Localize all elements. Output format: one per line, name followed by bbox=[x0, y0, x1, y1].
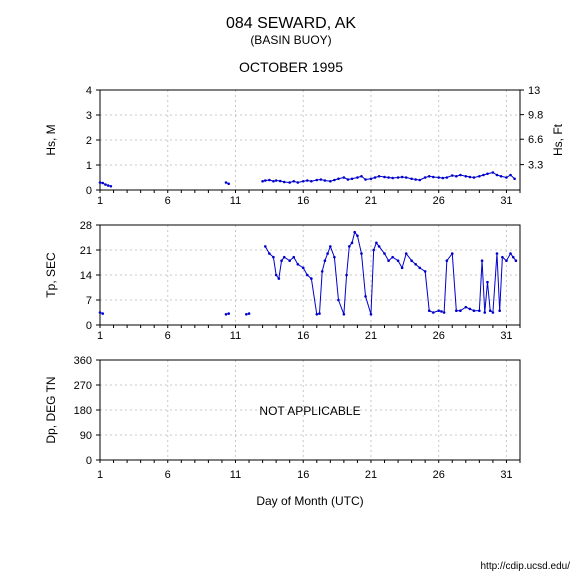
month-title: OCTOBER 1995 bbox=[239, 59, 343, 75]
chart-hs: 01234Hs, M3.36.69.813Hs, Ft161116212631 bbox=[44, 85, 565, 207]
ytick-label: 0 bbox=[86, 320, 92, 332]
ytick-label: 90 bbox=[80, 430, 92, 442]
chart-annotation: NOT APPLICABLE bbox=[259, 404, 360, 418]
ytick-right-label: 13 bbox=[528, 85, 540, 97]
ylabel-left: Hs, M bbox=[44, 124, 58, 155]
ylabel-left: Dp, DEG TN bbox=[44, 376, 58, 443]
footer-url: http://cdip.ucsd.edu/ bbox=[480, 561, 570, 572]
xaxis-label: Day of Month (UTC) bbox=[256, 494, 363, 508]
xtick-label: 1 bbox=[97, 469, 103, 481]
ytick-right-label: 6.6 bbox=[528, 134, 543, 146]
xtick-label: 21 bbox=[365, 330, 377, 342]
ytick-label: 4 bbox=[86, 85, 92, 97]
ytick-label: 28 bbox=[80, 220, 92, 232]
oceanographic-chart-panel: 084 SEWARD, AK(BASIN BUOY)OCTOBER 199501… bbox=[0, 0, 582, 581]
ylabel-left: Tp, SEC bbox=[44, 252, 58, 298]
ytick-label: 180 bbox=[74, 405, 92, 417]
xtick-label: 6 bbox=[165, 195, 171, 207]
data-point bbox=[513, 177, 516, 180]
chart-dp: 090180270360Dp, DEG TN161116212631Day of… bbox=[44, 355, 520, 508]
ytick-label: 0 bbox=[86, 455, 92, 467]
chart-tp: 07142128Tp, SEC161116212631 bbox=[44, 220, 520, 342]
ytick-label: 360 bbox=[74, 355, 92, 367]
ytick-label: 270 bbox=[74, 380, 92, 392]
xtick-label: 11 bbox=[230, 195, 241, 207]
xtick-label: 11 bbox=[230, 330, 241, 342]
xtick-label: 31 bbox=[500, 469, 512, 481]
xtick-label: 26 bbox=[433, 195, 445, 207]
ytick-label: 1 bbox=[86, 160, 92, 172]
xtick-label: 21 bbox=[365, 469, 377, 481]
xtick-label: 21 bbox=[365, 195, 377, 207]
data-point bbox=[101, 312, 104, 315]
xtick-label: 31 bbox=[500, 330, 512, 342]
ytick-label: 2 bbox=[86, 135, 92, 147]
data-point bbox=[227, 312, 230, 315]
data-point bbox=[515, 259, 518, 262]
xtick-label: 31 bbox=[500, 195, 512, 207]
ytick-label: 3 bbox=[86, 110, 92, 122]
xtick-label: 16 bbox=[297, 195, 309, 207]
xtick-label: 26 bbox=[433, 330, 445, 342]
ytick-label: 21 bbox=[80, 245, 92, 257]
data-point bbox=[227, 182, 230, 185]
xtick-label: 26 bbox=[433, 469, 445, 481]
station-subtitle: (BASIN BUOY) bbox=[250, 33, 331, 47]
xtick-label: 11 bbox=[230, 469, 241, 481]
xtick-label: 16 bbox=[297, 330, 309, 342]
ytick-right-label: 9.8 bbox=[528, 110, 543, 122]
xtick-label: 16 bbox=[297, 469, 309, 481]
ytick-right-label: 3.3 bbox=[528, 160, 543, 172]
data-point bbox=[248, 312, 251, 315]
data-point bbox=[110, 185, 113, 188]
station-title: 084 SEWARD, AK bbox=[226, 15, 356, 32]
xtick-label: 1 bbox=[97, 195, 103, 207]
ytick-label: 0 bbox=[86, 185, 92, 197]
ylabel-right: Hs, Ft bbox=[551, 123, 565, 156]
ytick-label: 14 bbox=[80, 270, 92, 282]
ytick-label: 7 bbox=[86, 295, 92, 307]
xtick-label: 1 bbox=[97, 330, 103, 342]
xtick-label: 6 bbox=[165, 469, 171, 481]
xtick-label: 6 bbox=[165, 330, 171, 342]
